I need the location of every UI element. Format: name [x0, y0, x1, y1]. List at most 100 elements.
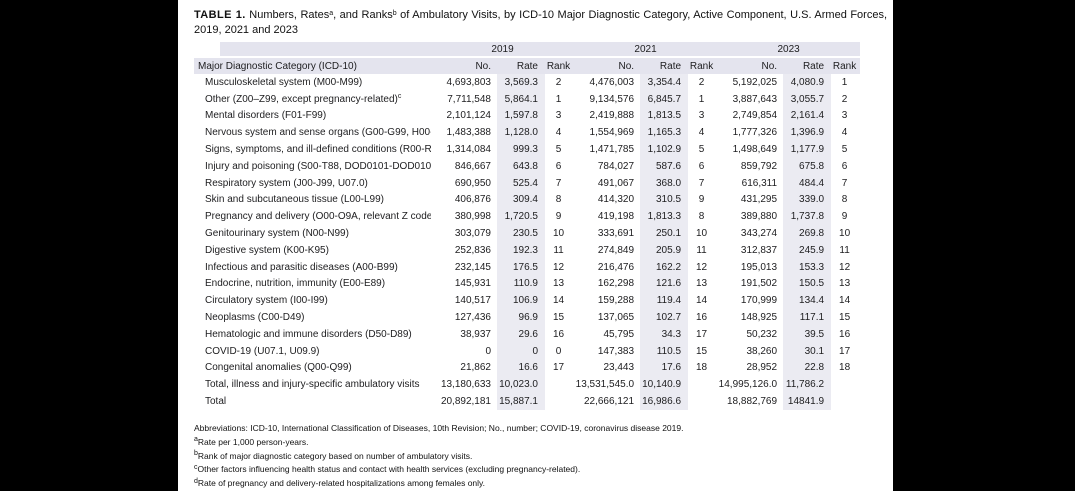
- cell-rank: 8: [841, 194, 848, 206]
- cell-no: 140,517: [454, 295, 491, 307]
- cell-no: 13,180,633: [440, 379, 491, 391]
- cell-rank: 5: [698, 144, 705, 156]
- cell-no: 2,419,888: [589, 110, 635, 122]
- cell-no: 127,436: [454, 312, 491, 324]
- category-label: Circulatory system (I00-I99): [205, 295, 328, 307]
- footnotes: Abbreviations: ICD-10, International Cla…: [194, 422, 887, 491]
- cell-no: 333,691: [597, 228, 635, 240]
- cell-rate: 6,845.7: [640, 90, 689, 108]
- cell-rank: 12: [552, 261, 565, 273]
- table-row: Respiratory system (J00-J99, U07.0) 690,9…: [194, 174, 860, 192]
- cell-rate: 230.5: [497, 225, 545, 242]
- cell-rate: 106.9: [497, 292, 545, 310]
- cell-rate: 310.5: [640, 191, 689, 209]
- category-label: Signs, symptoms, and ill-defined conditi…: [205, 144, 431, 156]
- cell-no: 1,314,084: [446, 144, 492, 156]
- cell-rank: [831, 376, 860, 393]
- cell-rate: 1,720.5: [497, 208, 545, 226]
- category-label: Nervous system and sense organs (G00-G99…: [205, 127, 431, 139]
- cell-rate: 192.3: [497, 241, 545, 259]
- table-row: Injury and poisoning (S00-T88, DOD0101-D…: [194, 157, 860, 175]
- cell-no: 20,892,181: [440, 396, 491, 408]
- cell-rank: 14: [552, 295, 565, 307]
- cell-rank: 16: [839, 328, 851, 340]
- cell-rate: 150.5: [783, 275, 832, 293]
- table-row: Hematologic and immune disorders (D50-D8…: [194, 325, 860, 343]
- category-label: Musculoskeletal system (M00-M99): [205, 76, 363, 88]
- cell-no: 303,079: [454, 228, 491, 240]
- cell-rate: 96.9: [497, 309, 545, 326]
- table-row: Endocrine, nutrition, immunity (E00-E89)…: [194, 275, 860, 293]
- category-label: Other (Z00–Z99, except pregnancy-related…: [205, 93, 402, 105]
- table-row: Skin and subcutaneous tissue (L00-L99) 40…: [194, 191, 860, 209]
- cell-rank: 1: [555, 93, 562, 105]
- cell-no: 4,476,003: [589, 76, 635, 88]
- cell-no: 1,554,969: [589, 127, 635, 139]
- cell-rate: 4,080.9: [783, 74, 832, 91]
- cell-rate: 15,887.1: [497, 393, 545, 410]
- cell-rate: 587.6: [640, 157, 689, 175]
- table-row: Genitourinary system (N00-N99) 303,079 230…: [194, 225, 860, 242]
- cell-rank: 0: [555, 345, 562, 357]
- cell-no: 159,288: [597, 295, 635, 307]
- cell-no: 9,134,576: [589, 93, 635, 105]
- rank-column-header: Rank: [688, 57, 718, 74]
- cell-rate: 17.6: [640, 359, 689, 377]
- cell-no: 191,502: [740, 278, 778, 290]
- rank-column-header: Rank: [545, 57, 575, 74]
- footnote-b: bRank of major diagnostic category based…: [194, 450, 473, 461]
- cell-rank: 4: [841, 127, 848, 139]
- cell-rank: 14: [695, 295, 708, 307]
- cell-rank: 7: [698, 177, 705, 189]
- cell-no: 38,260: [746, 345, 778, 357]
- cell-no: 22,666,121: [583, 396, 635, 408]
- cell-no: 380,998: [454, 211, 491, 223]
- category-label: Congenital anomalies (Q00-Q99): [205, 362, 352, 374]
- cell-rate: 14841.9: [783, 393, 832, 410]
- total-row: Total, illness and injury-specific ambul…: [194, 376, 860, 394]
- no-column-header: No.: [717, 57, 784, 74]
- cell-no: 21,862: [460, 362, 491, 374]
- year-header-2023: 2023: [717, 42, 861, 58]
- cell-rate: 1,597.8: [497, 107, 545, 125]
- cell-rank: 5: [555, 144, 562, 156]
- cell-rate: 176.5: [497, 258, 545, 276]
- cell-no: 3,887,643: [732, 93, 778, 105]
- cell-rate: 110.5: [640, 342, 689, 360]
- table-row: Mental disorders (F01-F99) 2,101,124 1,597…: [194, 107, 860, 125]
- cell-rank: 12: [839, 261, 851, 273]
- column-header-row: Major Diagnostic Category (ICD-10) No. R…: [194, 57, 861, 74]
- cell-rank: [688, 393, 717, 410]
- cell-rate: 10,023.0: [497, 376, 545, 394]
- rate-column-header: Rate: [497, 57, 545, 74]
- category-label: Total, illness and injury-specific ambul…: [205, 379, 420, 391]
- category-label: Endocrine, nutrition, immunity (E00-E89): [205, 278, 386, 290]
- cell-no: 38,937: [460, 328, 491, 340]
- cell-no: 0: [485, 345, 491, 357]
- cell-rate: 3,055.7: [783, 90, 832, 108]
- cell-rate: 269.8: [783, 225, 832, 242]
- cell-rate: 484.4: [783, 174, 832, 192]
- cell-rate: 162.2: [640, 258, 689, 276]
- cell-rank: [831, 393, 860, 410]
- category-label: Neoplasms (C00-D49): [205, 312, 305, 324]
- cell-rate: 1,128.0: [497, 124, 545, 142]
- cell-no: 491,067: [597, 177, 635, 189]
- footnote-d: dRate of pregnancy and delivery-related …: [194, 477, 486, 489]
- cell-rate: 5,864.1: [497, 90, 545, 108]
- table-title-seg1: Numbers, Rates: [245, 9, 330, 21]
- cell-rank: 8: [698, 211, 705, 223]
- cell-no: 312,837: [740, 244, 778, 256]
- cell-no: 431,295: [740, 194, 778, 206]
- cell-no: 170,999: [740, 295, 778, 307]
- cell-rank: 16: [695, 312, 708, 324]
- category-label: Injury and poisoning (S00-T88, DOD0101-D…: [205, 160, 431, 172]
- cell-rate: 134.4: [783, 292, 832, 310]
- cell-rate: 368.0: [640, 174, 689, 192]
- cell-no: 162,298: [597, 278, 635, 290]
- category-label: Infectious and parasitic diseases (A00-B…: [205, 261, 398, 273]
- cell-rate: 16.6: [497, 359, 545, 377]
- table-row: Infectious and parasitic diseases (A00-B…: [194, 258, 860, 276]
- table-row: Nervous system and sense organs (G00-G99…: [194, 124, 860, 142]
- cell-no: 1,498,649: [732, 144, 778, 156]
